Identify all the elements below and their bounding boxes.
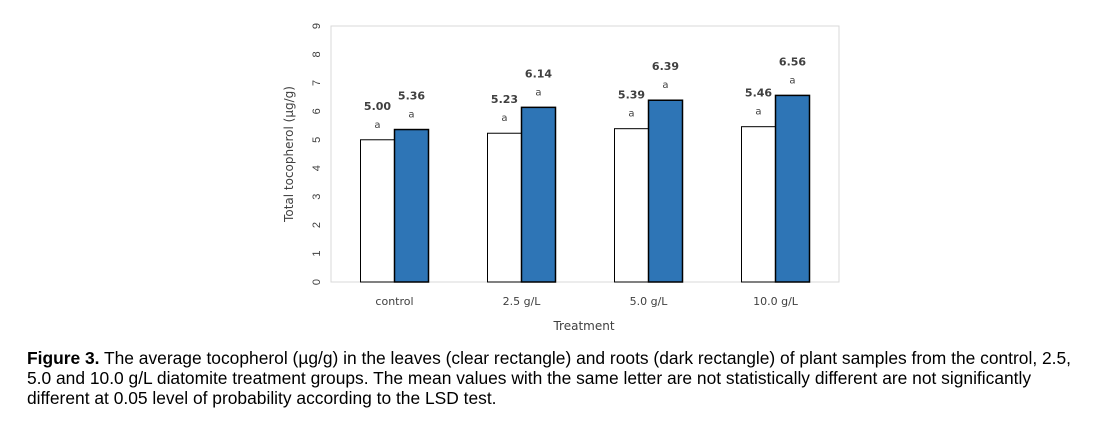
data-label-letter: a: [628, 109, 634, 120]
data-label-value: 6.56: [779, 55, 806, 68]
y-tick-label: 7: [311, 80, 323, 86]
y-tick-label: 9: [311, 23, 323, 29]
category-label: 5.0 g/L: [630, 295, 669, 308]
bar-roots: [774, 94, 811, 283]
bar-leaves: [487, 132, 522, 283]
y-tick-label: 3: [311, 194, 323, 200]
data-labels: 5.00 a 5.36 a 5.23 a 6.14 a 5.39 a 6.39 a 5.46 a 6.56 a: [364, 55, 806, 130]
bar-leaves: [614, 128, 649, 283]
category-labels: control 2.5 g/L 5.0 g/L 10.0 g/L: [375, 295, 798, 308]
bar-roots: [647, 99, 684, 283]
data-label-value: 6.39: [652, 60, 679, 73]
caption-text: The average tocopherol (µg/g) in the lea…: [27, 348, 1071, 408]
bars: [360, 94, 811, 283]
y-tick-labels: 0 1 2 3 4 5 6 7 8 9: [311, 23, 323, 285]
bar-leaves: [741, 126, 776, 283]
bar-leaves: [360, 139, 395, 283]
figure-caption: Figure 3. The average tocopherol (µg/g) …: [27, 348, 1087, 408]
data-label-value: 5.36: [398, 90, 425, 103]
data-label-letter: a: [755, 107, 761, 118]
bar-roots: [520, 106, 557, 283]
data-label-letter: a: [789, 75, 795, 86]
y-tick-label: 8: [311, 51, 323, 57]
data-label-value: 5.23: [491, 93, 518, 106]
data-label-value: 5.00: [364, 100, 391, 113]
data-label-value: 6.14: [525, 67, 552, 80]
data-label-letter: a: [662, 80, 668, 91]
x-axis-title: Treatment: [552, 319, 614, 333]
bar-roots: [393, 128, 430, 283]
data-label-letter: a: [501, 113, 507, 124]
category-label: 10.0 g/L: [753, 295, 799, 308]
category-label: control: [375, 295, 413, 308]
y-tick-label: 1: [311, 250, 323, 256]
y-axis-title: Total tocopherol (µg/g): [282, 86, 296, 223]
data-label-letter: a: [408, 110, 414, 121]
y-tick-label: 5: [311, 137, 323, 143]
caption-label: Figure 3.: [27, 348, 100, 368]
y-tick-label: 4: [311, 165, 323, 171]
bar-chart: 0 1 2 3 4 5 6 7 8 9 5.00 a 5.36 a 5.23 a 6.14 a 5.39 a 6.39…: [282, 23, 840, 333]
data-label-letter: a: [535, 87, 541, 98]
y-tick-label: 2: [311, 222, 323, 228]
data-label-letter: a: [374, 120, 380, 131]
data-label-value: 5.46: [745, 87, 772, 100]
y-tick-label: 6: [311, 108, 323, 114]
category-label: 2.5 g/L: [503, 295, 542, 308]
y-tick-label: 0: [311, 279, 323, 285]
data-label-value: 5.39: [618, 89, 645, 102]
